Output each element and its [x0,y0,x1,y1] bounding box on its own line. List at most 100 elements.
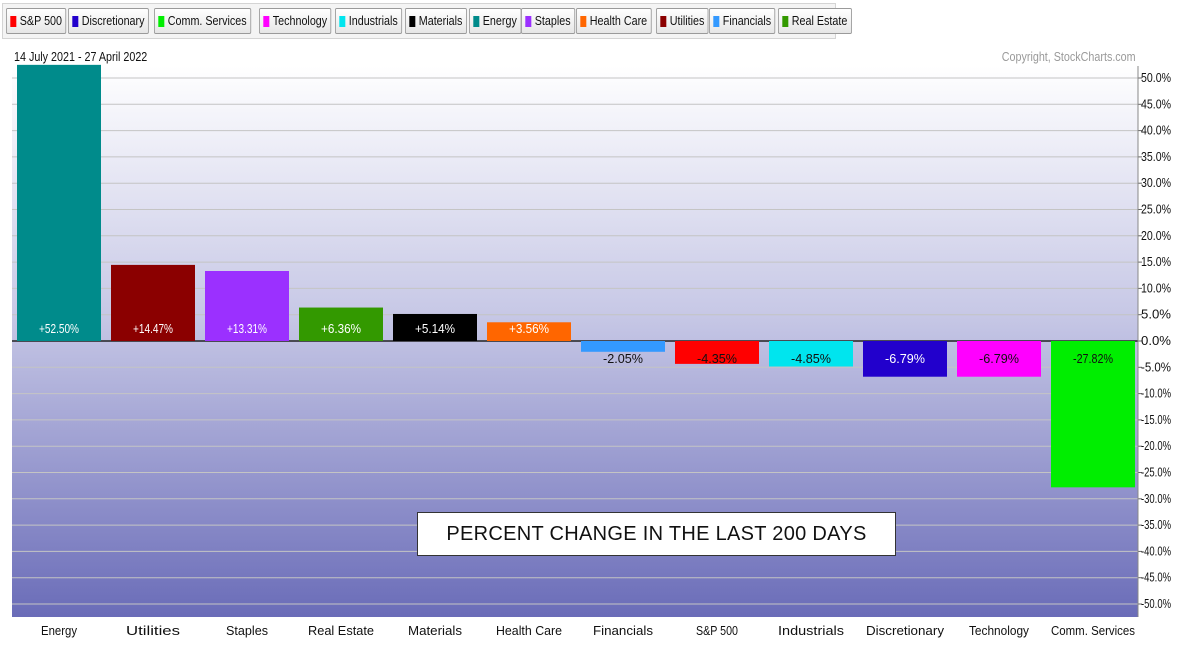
bar-value-label: -2.05% [603,352,643,366]
x-tick-label: Health Care [496,624,562,638]
legend-swatch [525,15,532,27]
legend-toggle-industrials[interactable]: Industrials [335,8,403,34]
legend-swatch [158,15,165,27]
legend-swatch [580,15,587,27]
legend-toggle-materials[interactable]: Materials [404,8,467,34]
y-tick-label: 0.0% [1141,334,1171,348]
legend-label: S&P 500 [19,14,63,28]
y-tick-label: 10.0% [1141,281,1171,295]
legend-label: Technology [272,14,327,28]
bar-s-p-500 [675,341,759,364]
legend-swatch [10,15,17,27]
legend-toggle-discretionary[interactable]: Discretionary [68,8,149,34]
y-tick-label: 35.0% [1141,150,1171,164]
bar-value-label: -4.85% [791,352,831,366]
bar-discretionary [863,341,947,377]
bar-industrials [769,341,853,367]
y-tick-label: 15.0% [1141,255,1171,269]
legend-label: Industrials [348,14,398,28]
legend-swatch [263,15,270,27]
y-tick-label: 25.0% [1141,203,1171,217]
y-tick-label: -50.0% [1141,597,1171,611]
x-tick-label: Utilities [126,624,180,638]
y-tick-label: -25.0% [1141,466,1171,480]
x-tick-label: Comm. Services [1051,624,1135,638]
bars [17,64,1135,488]
x-tick-label: Technology [969,624,1030,638]
bar-materials [393,313,477,341]
bar-financials [581,341,665,352]
bar-value-label: -27.82% [1073,352,1113,366]
bar-value-label: +5.14% [415,322,455,336]
legend-toggle-health-care[interactable]: Health Care [576,8,652,34]
x-tick-label: Staples [226,624,268,638]
legend-toggle-real-estate[interactable]: Real Estate [778,8,852,34]
bar-value-labels: +52.50% +14.47% +13.31% +6.36% +5.14% +3.56% -… [39,322,1113,366]
y-tick-label: -15.0% [1141,413,1171,427]
bar-staples [205,270,289,341]
legend-bar: S&P 500 Discretionary Comm. Services Techno… [2,3,852,39]
legend-label: Discretionary [81,14,145,28]
legend-toggle-utilities[interactable]: Utilities [655,8,709,34]
y-tick-label: -45.0% [1141,571,1171,585]
legend-swatch [713,15,720,27]
y-tick-label: -20.0% [1141,439,1171,453]
legend-label: Materials [418,14,463,28]
bar-technology [957,341,1041,377]
bar-value-label: -4.35% [697,352,737,366]
x-tick-label: Financials [593,624,653,638]
legend-swatch [409,15,416,27]
bar-value-label: +14.47% [133,322,173,336]
legend-swatch [660,15,667,27]
y-tick-label: -5.0% [1141,360,1171,374]
copyright: Copyright, StockCharts.com [1002,50,1136,64]
bar-value-label: +52.50% [39,322,79,336]
y-tick-label: -35.0% [1141,518,1171,532]
bar-comm-services [1051,341,1135,488]
legend-toggle-technology[interactable]: Technology [258,8,332,34]
legend-swatch [473,15,480,27]
legend-label: Real Estate [792,14,848,28]
legend-toggle-staples[interactable]: Staples [521,8,576,34]
bar-value-label: +6.36% [321,322,361,336]
bar-health-care [487,322,571,341]
y-tick-label: 50.0% [1141,71,1171,85]
y-tick-label: 30.0% [1141,176,1171,190]
legend-toggle-comm-services[interactable]: Comm. Services [154,8,251,34]
legend-toggle-financials[interactable]: Financials [709,8,776,34]
x-axis: Energy Utilities Staples Real Estate Materia… [41,624,1135,638]
y-tick-label: -40.0% [1141,544,1171,558]
x-tick-label: Discretionary [866,624,945,638]
x-tick-label: Energy [41,624,78,638]
legend-label: Health Care [589,14,648,28]
y-tick-label: -10.0% [1141,387,1171,401]
bar-value-label: +13.31% [227,322,267,336]
y-axis: 50.0% 45.0% 40.0% 35.0% 30.0% 25.0% 20.0% 15.0%… [1138,71,1171,611]
legend-swatch [72,15,79,27]
bar-value-label: -6.79% [885,352,925,366]
legend-swatch [339,15,346,27]
x-tick-label: Materials [408,624,462,638]
chart-title-box: PERCENT CHANGE IN THE LAST 200 DAYS [417,512,896,556]
y-tick-label: 45.0% [1141,97,1171,111]
legend-label: Comm. Services [167,14,247,28]
legend-label: Energy [482,14,517,28]
y-tick-label: 5.0% [1141,308,1171,322]
bar-value-label: +3.56% [509,322,549,336]
x-tick-label: Industrials [778,624,844,638]
legend-label: Financials [722,14,772,28]
legend-toggle-s-p-500[interactable]: S&P 500 [6,8,67,34]
x-tick-label: Real Estate [308,624,374,638]
bar-energy [17,64,101,341]
bar-utilities [111,264,195,341]
legend-label: Staples [535,14,571,28]
x-tick-label: S&P 500 [696,624,738,638]
legend-swatch [782,15,789,27]
y-tick-label: 40.0% [1141,124,1171,138]
legend-toggle-energy[interactable]: Energy [468,8,521,34]
legend-label: Utilities [669,14,705,28]
y-tick-label: 20.0% [1141,229,1171,243]
date-range: 14 July 2021 - 27 April 2022 [14,50,148,64]
bar-real-estate [299,307,383,341]
